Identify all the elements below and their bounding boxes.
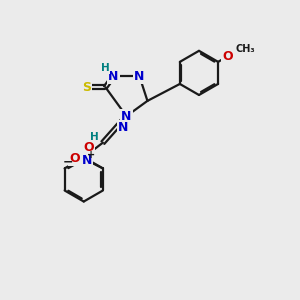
Text: S: S [82, 81, 91, 94]
Text: +: + [87, 150, 95, 161]
Text: −: − [63, 156, 73, 169]
Text: N: N [82, 154, 92, 167]
Text: N: N [121, 110, 132, 123]
Text: O: O [84, 141, 94, 154]
Text: N: N [118, 121, 128, 134]
Text: N: N [134, 70, 145, 83]
Text: O: O [69, 152, 80, 165]
Text: CH₃: CH₃ [235, 44, 255, 54]
Text: H: H [101, 63, 110, 73]
Text: O: O [223, 50, 233, 63]
Text: N: N [108, 70, 119, 83]
Text: H: H [90, 132, 99, 142]
